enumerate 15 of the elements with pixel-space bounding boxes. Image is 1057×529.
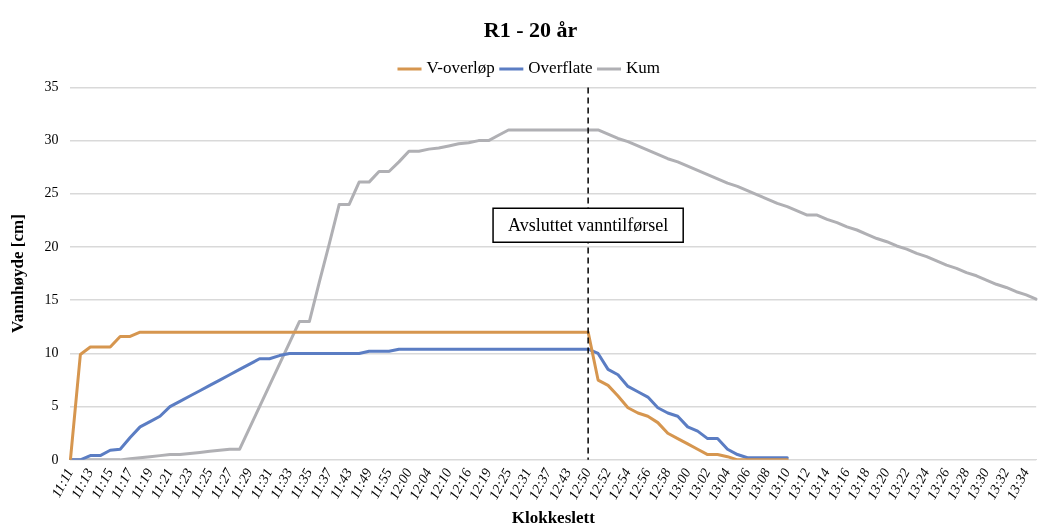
legend-label: Kum [625,58,660,78]
y-tick-label: 20 [44,238,59,254]
y-tick-label: 35 [44,79,59,95]
y-tick-label: 0 [51,451,59,467]
y-tick-label: 5 [51,398,59,414]
y-axis-title: Vannhøyde [cm] [7,214,27,334]
x-axis-title: Klokkeslett [511,508,596,528]
y-tick-label: 30 [44,132,59,148]
y-tick-label: 10 [44,345,59,361]
legend-label: V-overløp [426,58,495,78]
chart-title: R1 - 20 år [483,16,578,42]
y-tick-label: 15 [44,291,59,307]
y-tick-label: 25 [44,185,59,201]
ref-line-label: Avsluttet vanntilførsel [508,214,669,235]
legend-label: Overflate [528,58,593,78]
